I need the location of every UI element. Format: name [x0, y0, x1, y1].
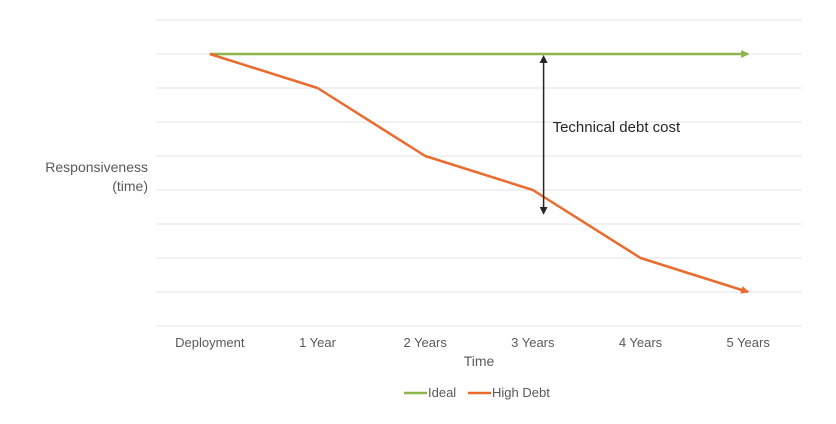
- annotation-group: Technical debt cost: [539, 55, 681, 215]
- annotation-label: Technical debt cost: [553, 119, 681, 136]
- x-tick-label: 4 Years: [619, 335, 663, 350]
- legend: Ideal High Debt: [404, 385, 550, 400]
- legend-entry-label: High Debt: [492, 385, 550, 400]
- y-axis-title: Responsiveness (time): [45, 159, 148, 194]
- series-line-high-debt: [209, 52, 750, 294]
- x-tick-label: 5 Years: [726, 335, 770, 350]
- y-axis-title-line: Responsiveness: [45, 159, 148, 175]
- x-tick-labels: Deployment 1 Year 2 Years 3 Years 4 Years 5 Y…: [175, 335, 770, 350]
- x-tick-label: 1 Year: [299, 335, 337, 350]
- series-lines: [209, 50, 750, 294]
- x-tick-label: 3 Years: [511, 335, 555, 350]
- x-tick-label: Deployment: [175, 335, 245, 350]
- y-axis-title-line: (time): [112, 178, 148, 194]
- legend-entry-label: Ideal: [428, 385, 456, 400]
- x-axis-title: Time: [464, 353, 495, 369]
- x-tick-label: 2 Years: [403, 335, 447, 350]
